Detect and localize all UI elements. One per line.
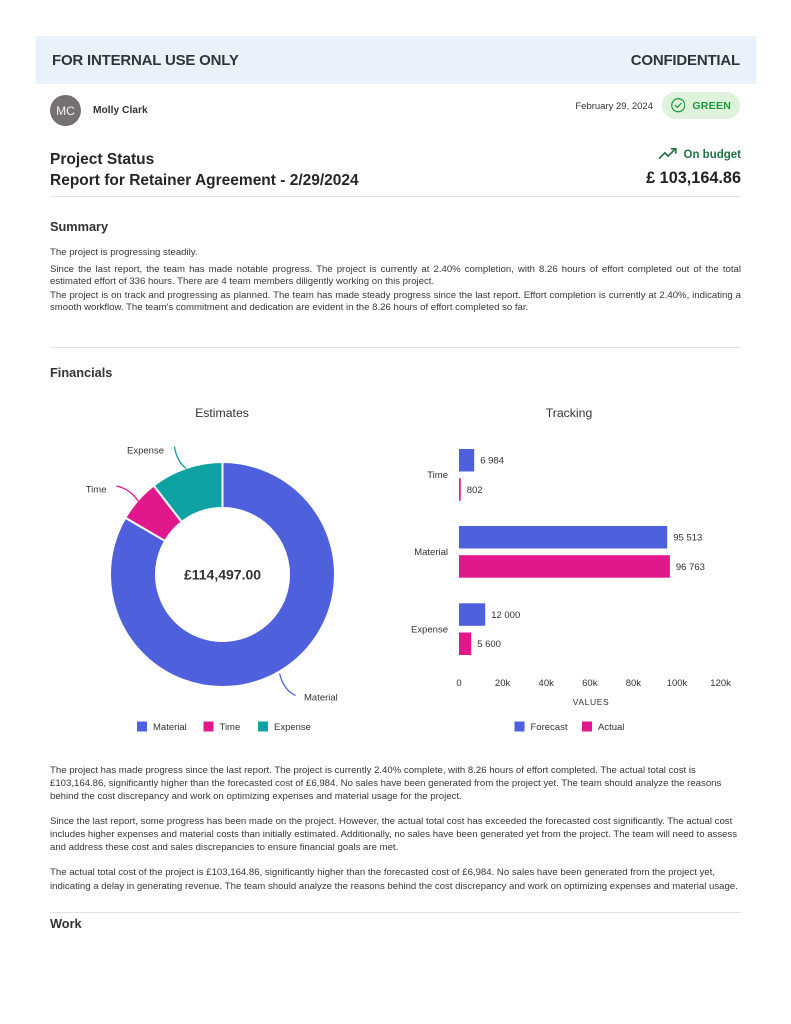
svg-text:Time: Time xyxy=(427,470,448,481)
svg-text:Time: Time xyxy=(220,722,241,733)
svg-text:100k: 100k xyxy=(667,678,688,689)
svg-text:Expense: Expense xyxy=(127,446,164,457)
svg-text:£114,497.00: £114,497.00 xyxy=(184,567,261,583)
svg-text:Material: Material xyxy=(414,547,448,558)
svg-text:Forecast: Forecast xyxy=(531,722,568,733)
svg-text:60k: 60k xyxy=(582,678,598,689)
svg-text:96 763: 96 763 xyxy=(676,562,705,573)
svg-text:802: 802 xyxy=(467,485,483,496)
svg-text:95 513: 95 513 xyxy=(673,533,702,544)
svg-text:Time: Time xyxy=(86,485,107,496)
svg-text:20k: 20k xyxy=(495,678,511,689)
svg-text:Expense: Expense xyxy=(411,624,448,635)
svg-text:6 984: 6 984 xyxy=(480,456,504,467)
svg-text:0: 0 xyxy=(456,678,461,689)
svg-text:Expense: Expense xyxy=(274,722,311,733)
svg-text:120k: 120k xyxy=(710,678,731,689)
svg-text:Actual: Actual xyxy=(598,722,624,733)
svg-text:Material: Material xyxy=(153,722,187,733)
svg-text:VALUES: VALUES xyxy=(573,697,610,707)
svg-text:Tracking: Tracking xyxy=(546,406,593,420)
svg-text:12 000: 12 000 xyxy=(491,610,520,621)
svg-text:5 600: 5 600 xyxy=(477,639,501,650)
svg-text:Estimates: Estimates xyxy=(195,406,249,420)
svg-text:40k: 40k xyxy=(539,678,555,689)
svg-text:Material: Material xyxy=(304,693,338,704)
svg-text:80k: 80k xyxy=(626,678,642,689)
